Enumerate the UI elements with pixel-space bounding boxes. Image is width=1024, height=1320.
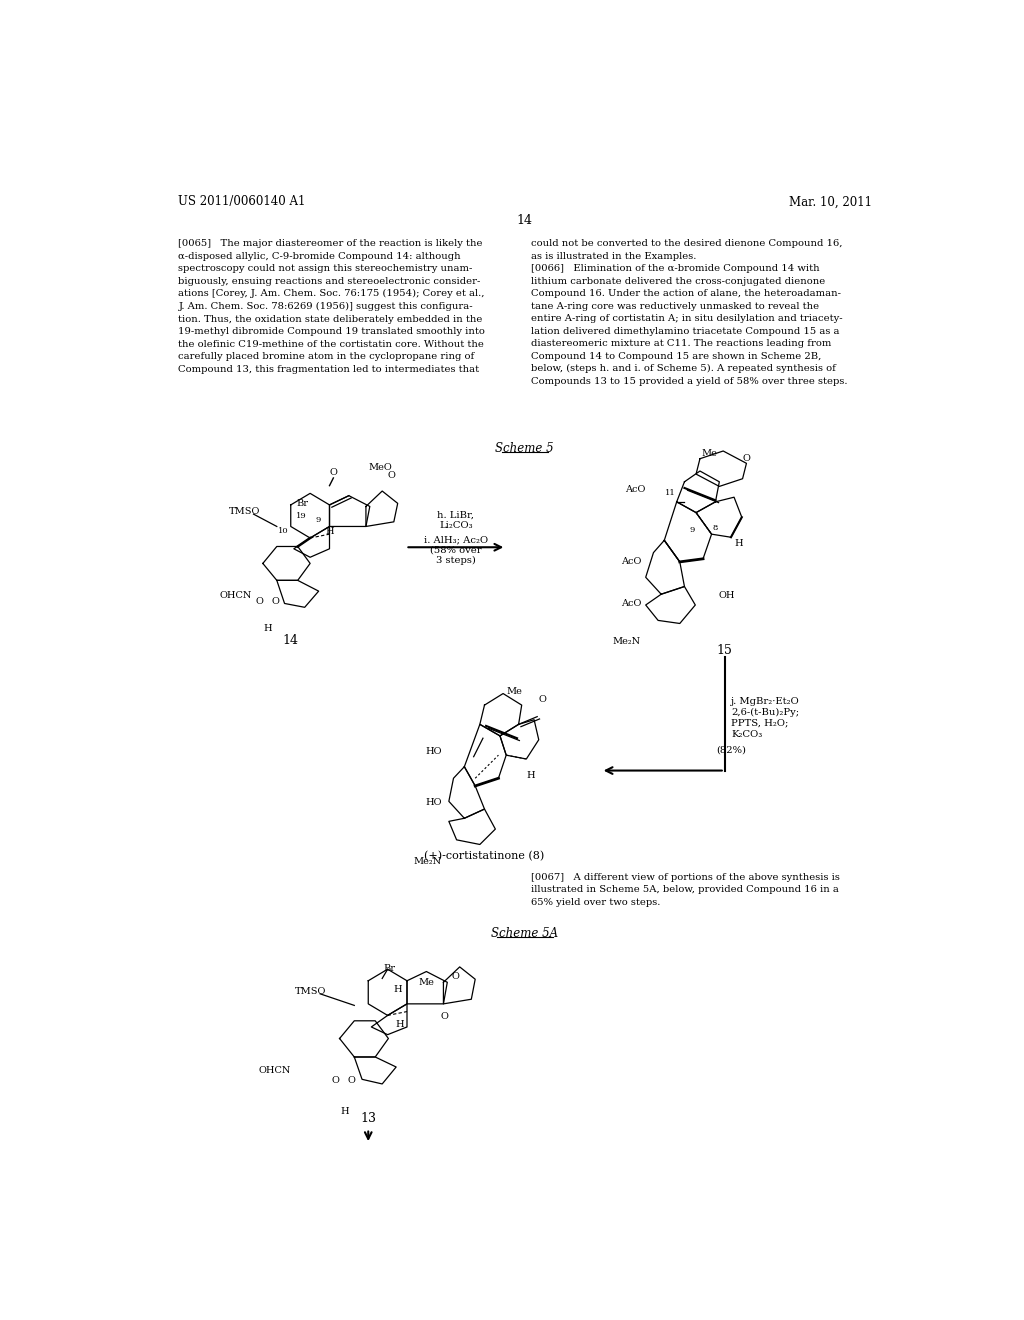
Text: O: O — [452, 972, 460, 981]
Text: H: H — [395, 1020, 403, 1030]
Text: Me₂N: Me₂N — [613, 638, 641, 647]
Text: 13: 13 — [360, 1111, 376, 1125]
Text: i. AlH₃; Ac₂O: i. AlH₃; Ac₂O — [424, 536, 487, 545]
Text: HO: HO — [425, 799, 442, 808]
Text: HO: HO — [425, 747, 442, 756]
Text: AcO: AcO — [621, 557, 641, 565]
Text: O: O — [347, 1076, 355, 1085]
Text: H: H — [526, 771, 536, 780]
Text: Scheme 5: Scheme 5 — [496, 442, 554, 455]
Text: [0065]   The major diastereomer of the reaction is likely the
α-disposed allylic: [0065] The major diastereomer of the rea… — [178, 239, 485, 374]
Text: O: O — [742, 454, 751, 463]
Text: OHCN: OHCN — [219, 591, 252, 601]
Text: OH: OH — [719, 591, 735, 601]
Text: Me₂N: Me₂N — [414, 857, 442, 866]
Text: j. MgBr₂·Et₂O: j. MgBr₂·Et₂O — [731, 697, 800, 706]
Text: MeO: MeO — [369, 463, 392, 473]
Text: 14: 14 — [517, 214, 532, 227]
Text: AcO: AcO — [621, 599, 641, 609]
Text: TMSO: TMSO — [228, 507, 260, 516]
Text: O: O — [330, 469, 337, 477]
Text: Br: Br — [296, 499, 308, 508]
Text: 19: 19 — [296, 512, 307, 520]
Text: TMSO: TMSO — [295, 987, 326, 997]
Text: 15: 15 — [717, 644, 733, 656]
Text: (58% over: (58% over — [430, 545, 481, 554]
Text: PPTS, H₂O;: PPTS, H₂O; — [731, 719, 788, 727]
Text: O: O — [539, 696, 547, 704]
Text: H: H — [263, 623, 271, 632]
Text: O: O — [387, 471, 395, 480]
Text: Me: Me — [506, 686, 522, 696]
Text: [0067]   A different view of portions of the above synthesis is
illustrated in S: [0067] A different view of portions of t… — [531, 873, 840, 907]
Text: Br: Br — [384, 964, 395, 973]
Text: Me: Me — [419, 978, 434, 987]
Text: O: O — [271, 598, 280, 606]
Text: 14: 14 — [283, 635, 299, 647]
Text: US 2011/0060140 A1: US 2011/0060140 A1 — [178, 195, 306, 209]
Text: 9: 9 — [689, 525, 695, 533]
Text: K₂CO₃: K₂CO₃ — [731, 730, 762, 739]
Text: Scheme 5A: Scheme 5A — [492, 927, 558, 940]
Text: O: O — [332, 1076, 340, 1085]
Text: Mar. 10, 2011: Mar. 10, 2011 — [790, 195, 872, 209]
Text: Li₂CO₃: Li₂CO₃ — [439, 521, 473, 531]
Text: H: H — [393, 986, 402, 994]
Text: 9: 9 — [316, 516, 322, 524]
Text: H: H — [326, 527, 334, 536]
Text: 10: 10 — [278, 527, 289, 535]
Text: 2,6-(t-Bu)₂Py;: 2,6-(t-Bu)₂Py; — [731, 708, 799, 717]
Text: 11: 11 — [666, 488, 676, 496]
Text: O: O — [256, 598, 264, 606]
Text: O: O — [440, 1012, 449, 1022]
Text: Me: Me — [701, 449, 718, 458]
Text: AcO: AcO — [626, 484, 646, 494]
Text: H: H — [734, 539, 743, 548]
Text: 8: 8 — [713, 524, 718, 532]
Text: 3 steps): 3 steps) — [436, 556, 476, 565]
Text: (82%): (82%) — [716, 744, 745, 754]
Text: could not be converted to the desired dienone Compound 16,
as is illustrated in : could not be converted to the desired di… — [531, 239, 848, 385]
Text: h. LiBr,: h. LiBr, — [437, 511, 474, 520]
Text: H: H — [341, 1107, 349, 1117]
Text: (+)-cortistatinone (8): (+)-cortistatinone (8) — [424, 851, 545, 862]
Text: OHCN: OHCN — [258, 1067, 291, 1076]
